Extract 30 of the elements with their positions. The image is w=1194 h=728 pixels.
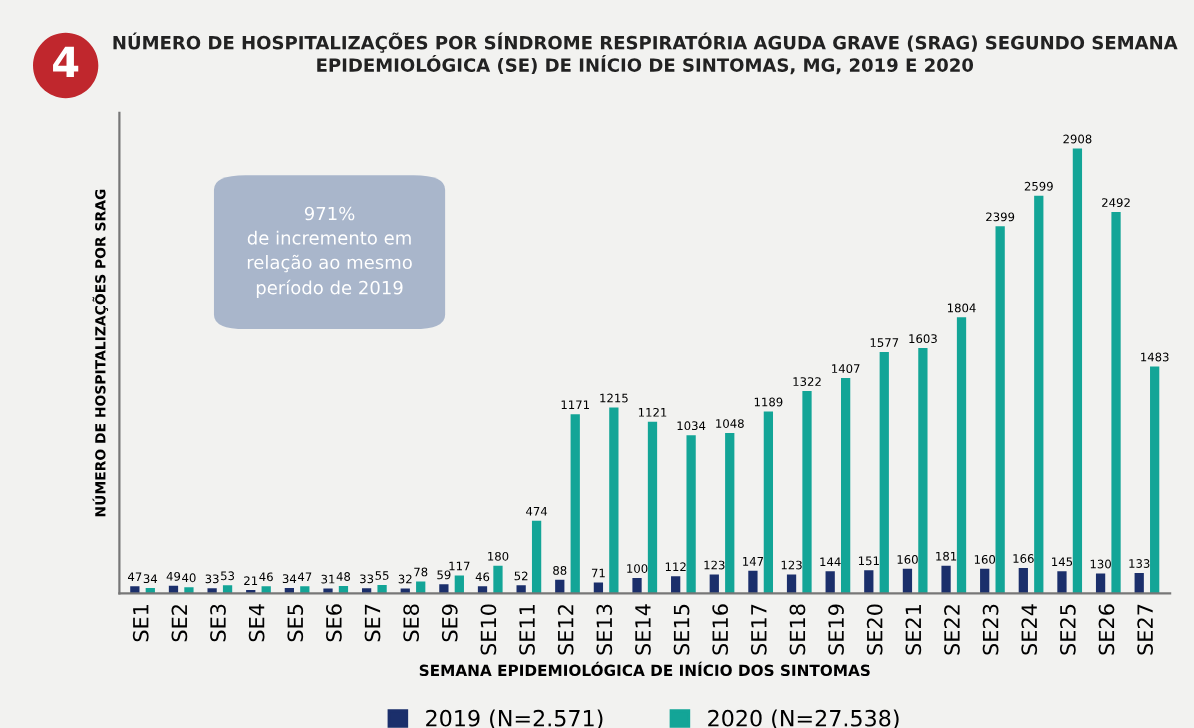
x-tick-label: SE26 [1098,604,1115,655]
x-tick-label: SE14 [635,604,651,655]
x-tick-label: SE7 [364,604,381,642]
x-tick-label: SE2 [171,605,188,642]
x-tick-label: SE19 [828,604,844,655]
x-tick-label: SE1 [132,604,149,642]
x-tick-label: SE20 [866,604,883,655]
x-tick-label: SE24 [1021,604,1038,655]
text: 4 [53,46,79,78]
x-tick-label: SE11 [519,604,535,655]
x-tick-label: SE23 [982,604,999,655]
chart-title: NÚMERO DE HOSPITALIZAÇÕES POR SÍNDROME RESPIRATÓRIA AGUDA GRAVE (SRAG) SEGUNDO SEMANA EPIDEMIOLÓGICA (SE) DE INÍCIO DE SINTOMAS, MG, 2019 E 2020 [113,32,1178,75]
x-tick-label: SE6 [326,604,342,642]
x-tick-label: SE22 [944,605,960,655]
x-tick-label: SE4 [248,604,265,642]
x-tick-label: SE13 [596,604,613,655]
annotation: 971% de incremento em relação ao mesmo período de 2019 [247,206,412,298]
x-tick-label: SE5 [287,604,304,642]
x-tick-label: SE10 [480,604,497,655]
x-tick-label: SE8 [403,604,420,642]
x-tick-label: SE21 [905,604,922,655]
x-tick-label: SE9 [441,604,458,642]
x-tick-label: SE16 [712,604,729,655]
x-tick-label: SE17 [750,604,767,655]
x-tick-label: SE15 [673,604,690,655]
x-tick-label: SE3 [210,604,226,642]
x-tick-label: SE27 [1137,604,1153,655]
x-tick-label: SE25 [1059,604,1076,655]
x-tick-label: SE12 [557,605,574,655]
x-tick-label: SE18 [789,604,806,655]
